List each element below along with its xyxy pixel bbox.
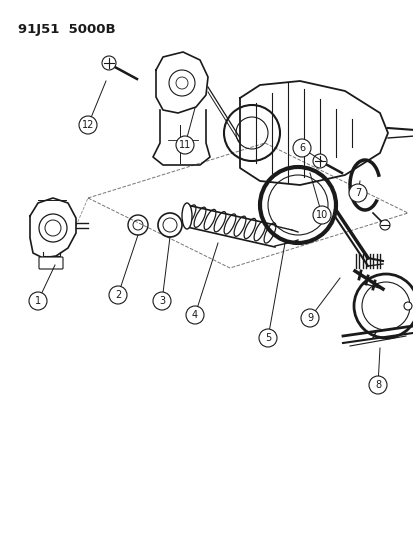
Circle shape (102, 56, 116, 70)
Text: 6: 6 (298, 143, 304, 153)
Circle shape (259, 329, 276, 347)
Circle shape (185, 306, 204, 324)
Text: 1: 1 (35, 296, 41, 306)
Circle shape (153, 292, 171, 310)
Text: 10: 10 (315, 210, 328, 220)
Circle shape (403, 302, 411, 310)
Circle shape (79, 116, 97, 134)
FancyBboxPatch shape (39, 257, 63, 269)
Ellipse shape (182, 203, 192, 229)
Circle shape (312, 154, 326, 168)
Circle shape (348, 184, 366, 202)
Text: 2: 2 (114, 290, 121, 300)
Text: 5: 5 (264, 333, 271, 343)
Circle shape (312, 206, 330, 224)
Text: 11: 11 (178, 140, 191, 150)
Circle shape (300, 309, 318, 327)
Text: 8: 8 (374, 380, 380, 390)
Text: 91J51  5000B: 91J51 5000B (18, 23, 115, 36)
Text: 4: 4 (192, 310, 197, 320)
Text: 12: 12 (82, 120, 94, 130)
Circle shape (176, 136, 194, 154)
Circle shape (109, 286, 127, 304)
Circle shape (368, 376, 386, 394)
Circle shape (292, 139, 310, 157)
Text: 3: 3 (159, 296, 165, 306)
Circle shape (379, 220, 389, 230)
Text: 9: 9 (306, 313, 312, 323)
Circle shape (29, 292, 47, 310)
Text: 7: 7 (354, 188, 360, 198)
